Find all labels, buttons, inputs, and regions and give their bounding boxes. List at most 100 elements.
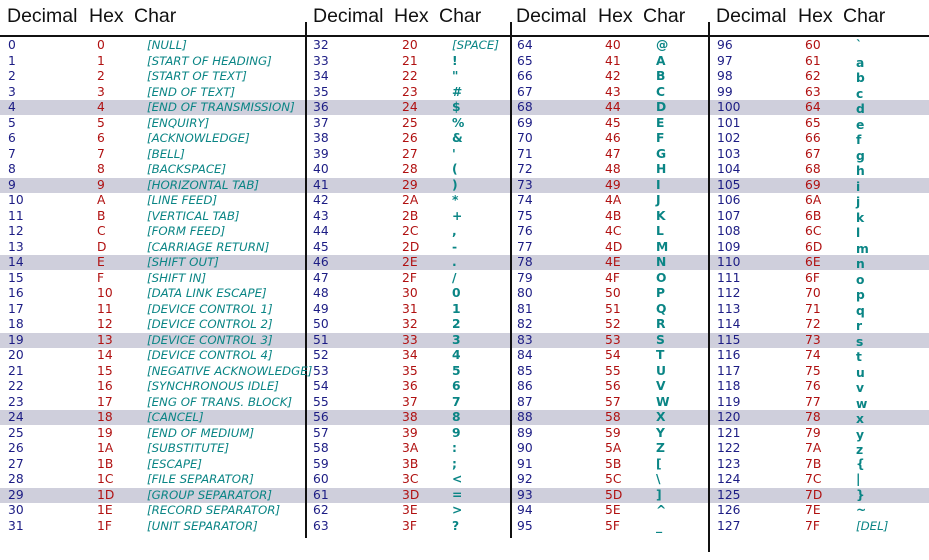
char-cell: [NULL] <box>147 38 187 52</box>
hex-cell: 11 <box>97 301 113 316</box>
decimal-cell: 55 <box>313 394 329 409</box>
hex-cell: 9 <box>97 177 105 192</box>
decimal-cell: 6 <box>8 131 16 145</box>
hex-cell: 7 <box>97 146 105 161</box>
char-cell: V <box>656 379 666 393</box>
decimal-cell: 43 <box>313 208 329 223</box>
char-cell: B <box>656 69 666 83</box>
hex-cell: 6 <box>97 131 105 145</box>
char-cell: n <box>856 257 865 271</box>
char-cell: 4 <box>452 348 461 362</box>
hex-cell: 53 <box>605 332 621 347</box>
char-cell: ^ <box>656 503 667 517</box>
char-cell: A <box>656 53 666 68</box>
decimal-cell: 50 <box>313 317 329 331</box>
char-cell: r <box>856 319 863 333</box>
hex-cell: 3E <box>402 503 418 517</box>
decimal-cell: 75 <box>517 208 533 223</box>
char-cell: ? <box>452 518 460 533</box>
decimal-cell: 13 <box>8 239 24 254</box>
hex-cell: 3C <box>402 472 419 486</box>
hex-cell: 62 <box>805 69 821 83</box>
header-hex: Hex <box>89 5 124 27</box>
char-cell: - <box>452 239 458 254</box>
hex-cell: 20 <box>402 38 418 52</box>
char-cell: [SPACE] <box>452 38 499 52</box>
decimal-cell: 102 <box>717 131 741 145</box>
header-decimal: Decimal <box>7 5 78 27</box>
decimal-cell: 57 <box>313 425 329 440</box>
hex-cell: 31 <box>402 301 418 316</box>
char-cell: p <box>856 288 865 302</box>
char-cell: [DEL] <box>856 518 889 533</box>
decimal-cell: 101 <box>717 115 741 130</box>
char-cell: Z <box>656 441 665 455</box>
decimal-cell: 121 <box>717 425 741 440</box>
char-cell: d <box>856 102 865 116</box>
hex-cell: 28 <box>402 162 418 176</box>
char-cell: ( <box>452 162 458 176</box>
char-cell: ; <box>452 456 457 471</box>
hex-cell: 16 <box>97 379 113 393</box>
decimal-cell: 122 <box>717 441 741 455</box>
decimal-cell: 62 <box>313 503 329 517</box>
char-cell: < <box>452 472 463 486</box>
hex-cell: 47 <box>605 146 621 161</box>
hex-cell: 2F <box>402 270 417 285</box>
char-cell: F <box>656 131 665 145</box>
header-hex: Hex <box>598 5 633 27</box>
decimal-cell: 72 <box>517 162 533 176</box>
hex-cell: D <box>97 239 107 254</box>
char-cell: f <box>856 133 862 147</box>
decimal-cell: 39 <box>313 146 329 161</box>
decimal-cell: 3 <box>8 84 16 99</box>
decimal-cell: 36 <box>313 100 329 114</box>
hex-cell: 37 <box>402 394 418 409</box>
decimal-cell: 20 <box>8 348 24 362</box>
decimal-cell: 27 <box>8 456 24 471</box>
char-cell: { <box>856 456 865 471</box>
decimal-cell: 114 <box>717 317 741 331</box>
decimal-cell: 73 <box>517 177 533 192</box>
hex-cell: 66 <box>805 131 821 145</box>
decimal-cell: 7 <box>8 146 16 161</box>
char-cell: [ESCAPE] <box>147 456 203 471</box>
char-cell: > <box>452 503 463 517</box>
decimal-cell: 95 <box>517 518 533 533</box>
decimal-cell: 24 <box>8 410 24 424</box>
decimal-cell: 61 <box>313 487 329 502</box>
hex-cell: 49 <box>605 177 621 192</box>
hex-cell: 32 <box>402 317 418 331</box>
decimal-cell: 100 <box>717 100 741 114</box>
hex-cell: 8 <box>97 162 105 176</box>
hex-cell: 5E <box>605 503 621 517</box>
hex-cell: 6B <box>805 208 822 223</box>
char-cell: v <box>856 381 865 395</box>
decimal-cell: 11 <box>8 208 24 223</box>
char-cell: [BELL] <box>147 146 185 161</box>
decimal-cell: 56 <box>313 410 329 424</box>
decimal-cell: 53 <box>313 363 329 378</box>
char-cell: 7 <box>452 394 461 409</box>
char-cell: c <box>856 86 864 101</box>
char-cell: : <box>452 441 457 455</box>
hex-cell: 30 <box>402 286 418 300</box>
column-divider <box>708 22 710 552</box>
char-cell: [BACKSPACE] <box>147 162 227 176</box>
char-cell: ] <box>656 487 662 502</box>
char-cell: [SHIFT IN] <box>147 270 207 285</box>
hex-cell: 14 <box>97 348 113 362</box>
header-decimal: Decimal <box>313 5 384 27</box>
hex-cell: 3D <box>402 487 420 502</box>
char-cell: $ <box>452 100 461 114</box>
decimal-cell: 2 <box>8 69 16 83</box>
char-cell: I <box>656 177 661 192</box>
hex-cell: 23 <box>402 84 418 99</box>
hex-cell: 6D <box>805 239 823 254</box>
decimal-cell: 97 <box>717 53 733 68</box>
char-cell: [VERTICAL TAB] <box>147 208 240 223</box>
decimal-cell: 28 <box>8 472 24 486</box>
decimal-cell: 109 <box>717 239 741 254</box>
hex-cell: 5A <box>605 441 622 455</box>
char-cell: 3 <box>452 332 461 347</box>
